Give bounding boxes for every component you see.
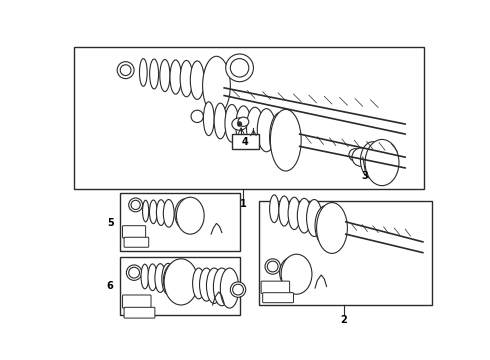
Ellipse shape: [257, 109, 276, 152]
Bar: [232, 134, 259, 149]
Ellipse shape: [270, 112, 291, 162]
Ellipse shape: [140, 59, 147, 86]
Circle shape: [230, 282, 245, 297]
FancyBboxPatch shape: [263, 293, 294, 303]
Circle shape: [129, 267, 140, 278]
Ellipse shape: [160, 59, 170, 91]
Ellipse shape: [317, 203, 347, 253]
Ellipse shape: [280, 257, 304, 288]
Circle shape: [265, 259, 280, 274]
Circle shape: [129, 198, 143, 212]
Ellipse shape: [288, 197, 300, 230]
Ellipse shape: [307, 199, 322, 237]
Circle shape: [233, 284, 244, 295]
Circle shape: [226, 54, 253, 82]
Ellipse shape: [156, 200, 166, 225]
FancyBboxPatch shape: [122, 295, 151, 308]
FancyBboxPatch shape: [124, 307, 155, 318]
Bar: [259, 201, 432, 305]
Text: 4: 4: [242, 137, 248, 147]
Ellipse shape: [199, 268, 214, 301]
Ellipse shape: [281, 254, 312, 294]
Ellipse shape: [213, 268, 230, 306]
Ellipse shape: [141, 264, 149, 289]
Ellipse shape: [190, 61, 204, 99]
Ellipse shape: [149, 59, 159, 89]
Ellipse shape: [270, 109, 301, 171]
Ellipse shape: [246, 107, 264, 149]
Circle shape: [120, 65, 131, 76]
Ellipse shape: [361, 142, 385, 179]
FancyBboxPatch shape: [261, 281, 290, 293]
Circle shape: [191, 110, 203, 122]
Ellipse shape: [163, 262, 190, 299]
Ellipse shape: [203, 56, 230, 115]
Text: 2: 2: [340, 315, 347, 325]
Ellipse shape: [143, 200, 149, 222]
Ellipse shape: [148, 264, 157, 291]
Circle shape: [126, 265, 142, 280]
Ellipse shape: [225, 104, 239, 142]
Ellipse shape: [170, 60, 181, 94]
Circle shape: [237, 122, 242, 126]
Circle shape: [268, 261, 278, 272]
Ellipse shape: [176, 197, 204, 234]
Ellipse shape: [203, 60, 222, 106]
Ellipse shape: [220, 268, 239, 308]
FancyBboxPatch shape: [124, 237, 149, 247]
Ellipse shape: [203, 102, 214, 136]
Ellipse shape: [270, 195, 279, 222]
Ellipse shape: [155, 264, 166, 292]
Ellipse shape: [164, 259, 198, 305]
Ellipse shape: [163, 199, 174, 227]
Ellipse shape: [149, 200, 157, 224]
Circle shape: [117, 62, 134, 78]
Bar: [120, 193, 240, 251]
Ellipse shape: [214, 103, 226, 139]
Ellipse shape: [297, 198, 311, 233]
Bar: [74, 47, 424, 189]
Text: 5: 5: [107, 217, 114, 228]
Ellipse shape: [180, 60, 193, 97]
Ellipse shape: [279, 196, 290, 226]
Ellipse shape: [365, 139, 399, 186]
Ellipse shape: [315, 206, 337, 246]
Circle shape: [352, 148, 370, 166]
Ellipse shape: [206, 268, 222, 303]
Ellipse shape: [193, 268, 205, 299]
FancyBboxPatch shape: [122, 226, 146, 238]
Circle shape: [349, 149, 361, 161]
Bar: [120, 257, 240, 315]
Circle shape: [131, 200, 140, 210]
Ellipse shape: [162, 264, 174, 294]
Ellipse shape: [232, 118, 247, 130]
Ellipse shape: [238, 117, 249, 126]
Ellipse shape: [236, 106, 251, 145]
Circle shape: [230, 59, 249, 77]
Text: 3: 3: [362, 171, 368, 181]
Ellipse shape: [175, 199, 196, 230]
Text: 6: 6: [107, 281, 114, 291]
Text: 1: 1: [240, 199, 247, 209]
